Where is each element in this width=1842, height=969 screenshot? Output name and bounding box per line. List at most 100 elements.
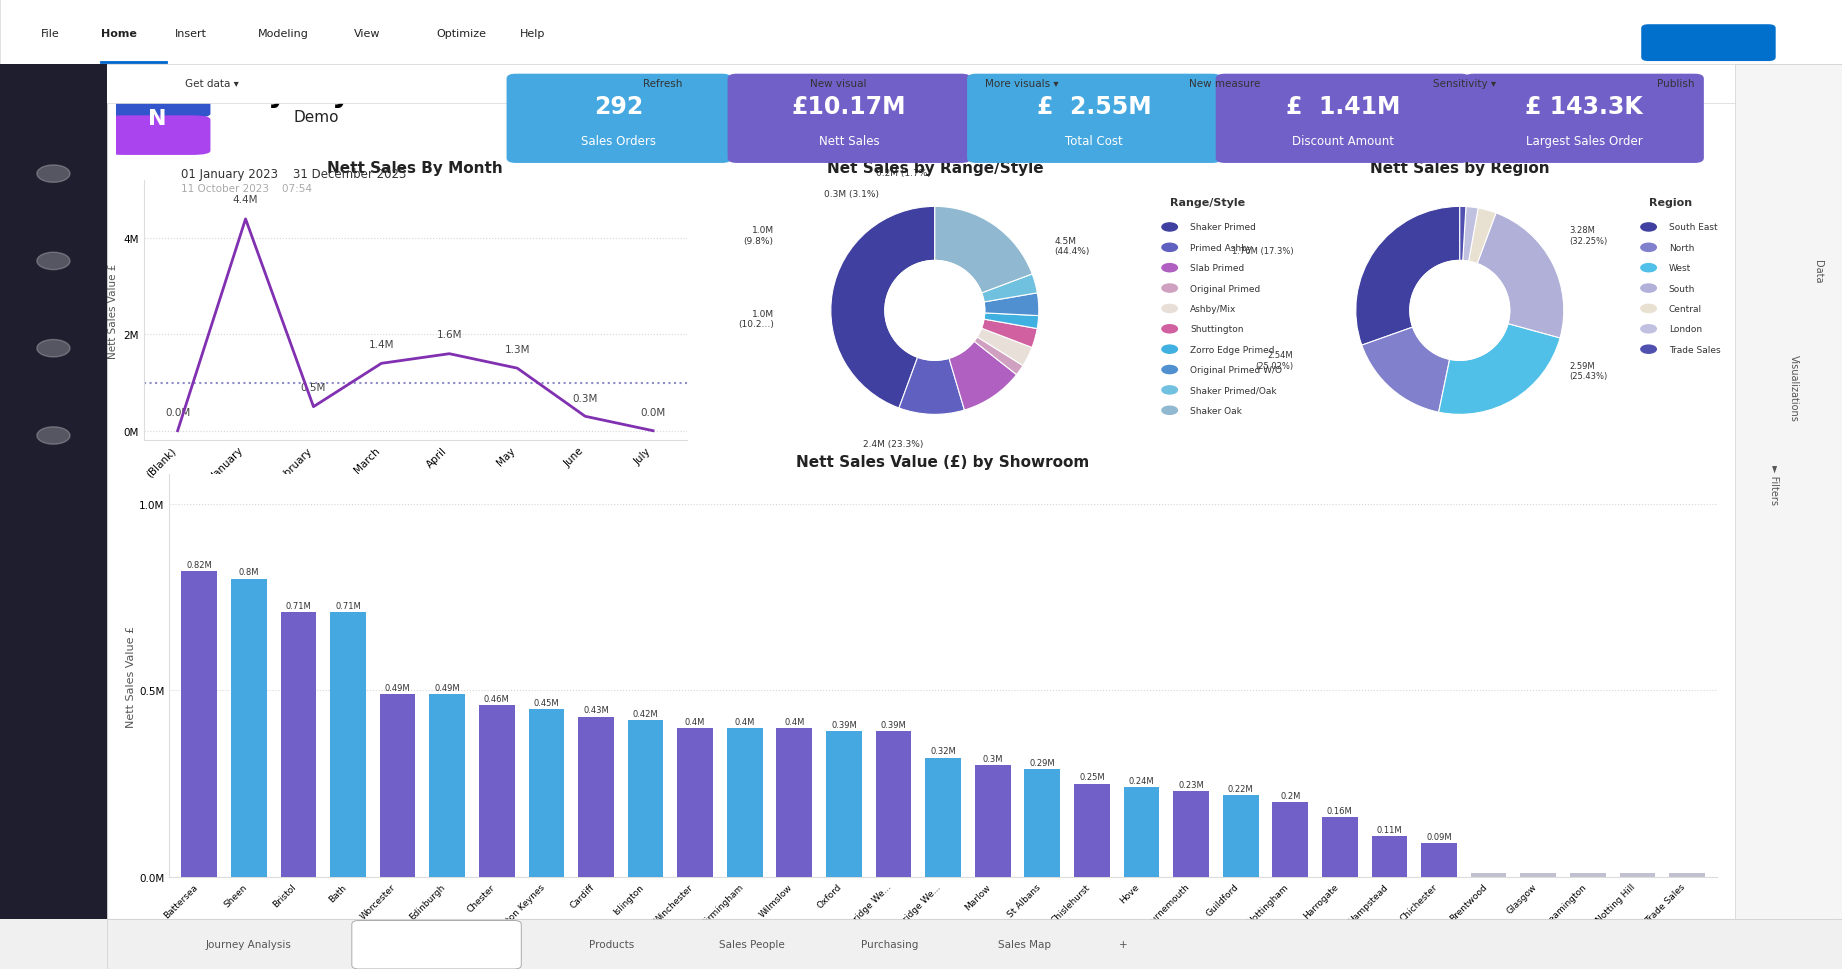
Wedge shape xyxy=(949,342,1017,411)
X-axis label: Sales Order Month: Sales Order Month xyxy=(357,491,473,504)
Text: 0.25M: 0.25M xyxy=(1079,772,1105,782)
Text: 4.4M: 4.4M xyxy=(232,196,258,205)
Text: £  1.41M: £ 1.41M xyxy=(1286,95,1400,118)
Bar xyxy=(1124,788,1159,877)
Text: 01 January 2023    31 December 2023: 01 January 2023 31 December 2023 xyxy=(181,168,405,181)
Text: Primed Ashby: Primed Ashby xyxy=(1190,243,1253,253)
Text: Modeling: Modeling xyxy=(258,29,309,39)
Text: £  2.55M: £ 2.55M xyxy=(1037,95,1151,118)
Bar xyxy=(1669,873,1706,877)
Text: Sales Map: Sales Map xyxy=(998,939,1050,949)
Bar xyxy=(181,572,217,877)
Text: Home: Home xyxy=(101,29,136,39)
Text: 0.4M: 0.4M xyxy=(735,717,755,726)
Text: Data: Data xyxy=(1813,260,1824,283)
Text: Shaker Primed: Shaker Primed xyxy=(1190,223,1256,233)
Text: South: South xyxy=(1669,284,1695,294)
Text: Original Primed: Original Primed xyxy=(1190,284,1260,294)
Wedge shape xyxy=(899,358,965,415)
Text: ×: × xyxy=(495,939,505,949)
Text: 0.45M: 0.45M xyxy=(534,698,560,707)
Bar xyxy=(330,612,367,877)
FancyBboxPatch shape xyxy=(105,79,210,119)
Bar xyxy=(1372,836,1407,877)
Text: File: File xyxy=(41,29,59,39)
Text: 0.49M: 0.49M xyxy=(435,683,460,692)
Text: Shaker Primed/Oak: Shaker Primed/Oak xyxy=(1190,386,1277,395)
Text: 1.3M: 1.3M xyxy=(505,344,530,355)
Text: 2.59M
(25.43%): 2.59M (25.43%) xyxy=(1569,361,1608,381)
Text: 0.39M: 0.39M xyxy=(831,721,857,730)
Text: 0.8M: 0.8M xyxy=(239,568,260,577)
Text: Ashby/Mix: Ashby/Mix xyxy=(1190,304,1236,314)
Bar xyxy=(379,695,416,877)
Bar xyxy=(1422,843,1457,877)
Wedge shape xyxy=(1361,328,1450,413)
Text: View: View xyxy=(354,29,379,39)
Text: +: + xyxy=(1120,939,1127,949)
Text: 0.49M: 0.49M xyxy=(385,683,411,692)
Text: 0.29M: 0.29M xyxy=(1030,758,1055,766)
Text: Help: Help xyxy=(519,29,545,39)
Bar xyxy=(429,695,464,877)
Text: 0.82M: 0.82M xyxy=(186,560,212,570)
Text: Sales People: Sales People xyxy=(718,939,785,949)
Bar xyxy=(728,728,763,877)
FancyBboxPatch shape xyxy=(105,116,210,156)
Text: Demo: Demo xyxy=(293,109,339,125)
Bar xyxy=(1223,795,1258,877)
Wedge shape xyxy=(1468,208,1496,265)
Wedge shape xyxy=(982,274,1037,302)
Bar xyxy=(1273,802,1308,877)
Text: ↗ Share  ▾: ↗ Share ▾ xyxy=(1680,39,1737,48)
Text: Sales Orders: Sales Orders xyxy=(582,135,656,148)
Bar xyxy=(280,612,317,877)
Text: Range/Style: Range/Style xyxy=(1170,198,1245,207)
Bar xyxy=(1173,792,1208,877)
Text: 3.28M
(32.25%): 3.28M (32.25%) xyxy=(1569,226,1608,245)
Text: 0.16M: 0.16M xyxy=(1326,806,1352,815)
Text: New visual: New visual xyxy=(810,79,866,89)
Text: North: North xyxy=(1669,243,1695,253)
Bar xyxy=(1520,873,1556,877)
Text: Trade Sales: Trade Sales xyxy=(1669,345,1720,355)
Text: 11 October 2023    07:54: 11 October 2023 07:54 xyxy=(181,184,311,194)
Text: Get data ▾: Get data ▾ xyxy=(184,79,239,89)
Bar xyxy=(230,579,267,877)
Text: 0.11M: 0.11M xyxy=(1376,825,1402,833)
Wedge shape xyxy=(1356,207,1459,346)
Text: 1.4M: 1.4M xyxy=(368,339,394,350)
Title: Net Sales by Range/Style: Net Sales by Range/Style xyxy=(827,161,1043,176)
Text: Nett Sales: Nett Sales xyxy=(820,135,879,148)
Bar xyxy=(974,766,1011,877)
X-axis label: Showroom: Showroom xyxy=(910,949,976,961)
Bar xyxy=(1323,818,1358,877)
Text: Sensitivity ▾: Sensitivity ▾ xyxy=(1433,79,1496,89)
Wedge shape xyxy=(936,207,1032,294)
Title: Nett Sales Value (£) by Showroom: Nett Sales Value (£) by Showroom xyxy=(796,454,1090,470)
Text: Discount Amount: Discount Amount xyxy=(1291,135,1394,148)
Text: 2.54M
(25.02%): 2.54M (25.02%) xyxy=(1254,351,1293,370)
Text: Zorro Edge Primed: Zorro Edge Primed xyxy=(1190,345,1275,355)
Bar xyxy=(578,717,613,877)
Text: 2.4M (23.3%): 2.4M (23.3%) xyxy=(864,439,923,448)
Text: Journey Analysis: Journey Analysis xyxy=(206,939,291,949)
Wedge shape xyxy=(831,207,934,409)
Text: Products: Products xyxy=(589,939,634,949)
Bar xyxy=(875,732,912,877)
Text: Region: Region xyxy=(1649,198,1691,207)
Text: Shuttington: Shuttington xyxy=(1190,325,1243,334)
Text: 0.09M: 0.09M xyxy=(1426,832,1451,841)
Wedge shape xyxy=(982,320,1037,348)
Text: 0.3M (3.1%): 0.3M (3.1%) xyxy=(823,190,879,199)
Wedge shape xyxy=(974,337,1022,375)
Wedge shape xyxy=(1439,325,1560,415)
Text: Publish: Publish xyxy=(1658,79,1695,89)
Text: 0.42M: 0.42M xyxy=(634,709,658,718)
Text: 0.3M: 0.3M xyxy=(573,393,599,403)
Wedge shape xyxy=(984,314,1039,329)
Text: 0.4M: 0.4M xyxy=(785,717,805,726)
Wedge shape xyxy=(1463,207,1477,262)
Bar xyxy=(1470,873,1507,877)
Text: 4.5M
(44.4%): 4.5M (44.4%) xyxy=(1054,236,1090,256)
